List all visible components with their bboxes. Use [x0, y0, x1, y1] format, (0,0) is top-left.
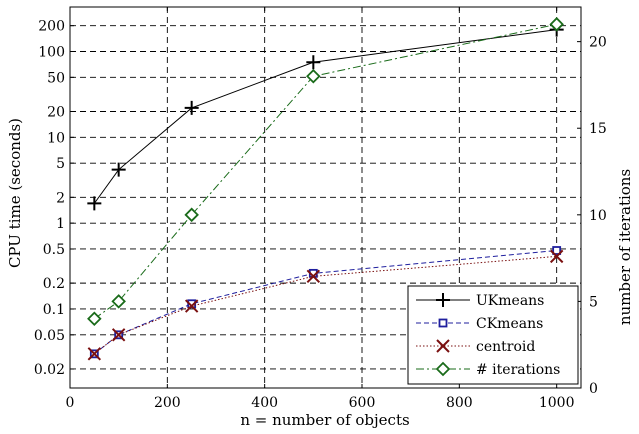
y-tick-label: 0.5 — [43, 242, 65, 258]
data-point — [87, 311, 102, 326]
y-tick-label: 50 — [47, 70, 65, 86]
data-point — [111, 162, 126, 177]
y-tick-label: 0.2 — [43, 276, 65, 292]
series-0 — [87, 22, 564, 211]
legend-label: UKmeans — [476, 293, 544, 309]
data-point — [552, 246, 562, 255]
x-tick-label: 600 — [349, 395, 376, 411]
y2-tick-label: 10 — [589, 208, 607, 224]
y-tick-label: 200 — [38, 19, 65, 35]
data-point — [549, 17, 564, 32]
y-tick-label: 20 — [47, 104, 65, 120]
data-point — [549, 249, 564, 264]
x-tick-label: 800 — [446, 395, 473, 411]
legend-label: # iterations — [476, 362, 560, 378]
y2-tick-label: 0 — [589, 381, 598, 397]
series-3 — [87, 17, 564, 326]
series-2 — [87, 249, 564, 361]
ticks: 0 200 400 600 800 10000.020.050.10.20.5125102… — [34, 7, 607, 411]
legend-box — [407, 285, 579, 385]
data-point — [306, 68, 321, 84]
data-point — [184, 207, 199, 223]
y-tick-label: 2 — [56, 190, 65, 206]
legend-label: centroid — [476, 339, 535, 355]
series-line — [94, 250, 557, 355]
legend-marker — [436, 293, 450, 307]
y-tick-label: 0.05 — [34, 328, 65, 344]
data-point — [184, 100, 199, 115]
legend-label: CKmeans — [476, 316, 543, 332]
y-tick-label: 0.02 — [34, 362, 65, 378]
data-point — [111, 294, 126, 309]
y-axis-title: CPU time (seconds) — [6, 118, 24, 268]
legend-marker — [438, 318, 448, 328]
y-tick-label: 1 — [56, 216, 65, 232]
y2-tick-label: 20 — [589, 35, 607, 51]
legend-marker — [435, 361, 451, 377]
data-point — [184, 299, 199, 313]
y2-tick-label: 15 — [589, 121, 607, 137]
series-group — [87, 17, 564, 361]
y-tick-label: 5 — [56, 156, 65, 172]
x-tick-label: 200 — [154, 395, 181, 411]
x-tick-label: 400 — [251, 395, 278, 411]
data-point — [306, 55, 321, 70]
series-line — [94, 23, 557, 320]
x-tick-label: 0 — [66, 395, 75, 411]
y-tick-label: 100 — [38, 45, 65, 61]
data-point — [306, 269, 321, 284]
series-line — [93, 29, 557, 204]
data-point — [87, 196, 102, 211]
data-point — [111, 328, 126, 342]
y-tick-label: 10 — [47, 130, 65, 146]
x-axis-title: n = number of objects — [240, 411, 409, 429]
y2-tick-label: 5 — [589, 294, 598, 310]
y2-axis-title: number of iterations — [616, 169, 634, 325]
y-tick-label: 0.1 — [43, 302, 65, 318]
x-tick-label: 1000 — [539, 395, 575, 411]
data-point — [87, 347, 102, 361]
legend: UKmeans CKmeans centroid # iterations — [407, 285, 579, 385]
legend-marker — [436, 339, 450, 353]
